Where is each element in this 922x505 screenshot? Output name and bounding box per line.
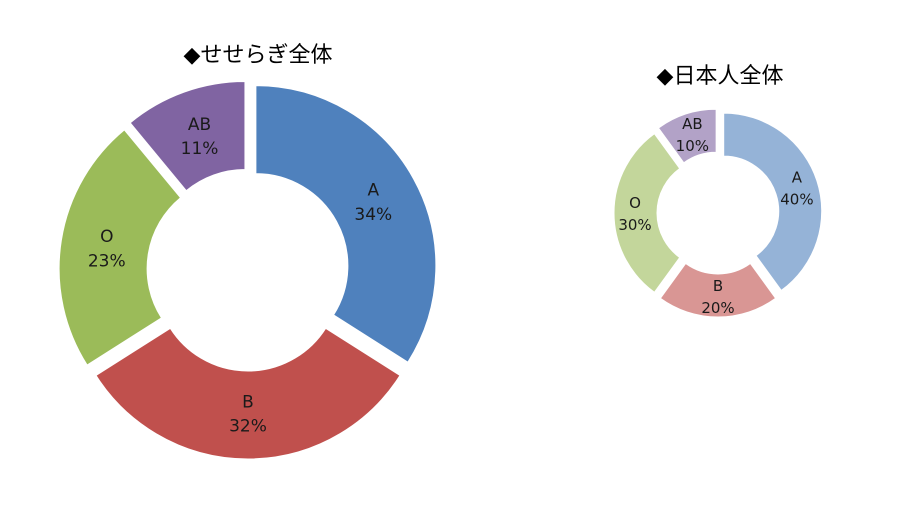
- donut-slice-japan-ab: [657, 108, 717, 164]
- slice-category-label-japan-o: O: [629, 194, 641, 212]
- slice-category-label-seseragi-o: O: [100, 227, 113, 247]
- donut-slice-seseragi-b: [95, 327, 401, 460]
- donut-slice-japan-a: [723, 112, 823, 292]
- slice-category-label-japan-ab: AB: [682, 115, 703, 133]
- slice-value-label-japan-a: 40%: [780, 190, 813, 208]
- slice-category-label-seseragi-a: A: [367, 181, 379, 201]
- chart-title-seseragi: ◆せせらぎ全体: [184, 43, 333, 68]
- donut-slice-japan-o: [613, 133, 681, 293]
- slice-value-label-seseragi-o: 23%: [88, 251, 126, 271]
- slice-value-label-seseragi-a: 34%: [354, 205, 392, 225]
- donut-slice-seseragi-ab: [129, 81, 246, 192]
- slice-value-label-seseragi-b: 32%: [229, 417, 267, 437]
- slice-value-label-japan-o: 30%: [618, 216, 651, 234]
- donut-slice-seseragi-a: [255, 85, 437, 363]
- slice-value-label-japan-b: 20%: [701, 299, 734, 317]
- donut-slice-seseragi-o: [58, 129, 182, 366]
- slice-category-label-seseragi-ab: AB: [188, 115, 211, 135]
- chart-title-japan: ◆日本人全体: [657, 64, 784, 89]
- slice-category-label-japan-a: A: [792, 168, 803, 186]
- slice-value-label-seseragi-ab: 11%: [181, 139, 219, 159]
- slice-category-label-seseragi-b: B: [242, 393, 254, 413]
- slice-value-label-japan-ab: 10%: [676, 137, 709, 155]
- slice-category-label-japan-b: B: [713, 277, 723, 295]
- donut-slice-japan-b: [659, 262, 777, 318]
